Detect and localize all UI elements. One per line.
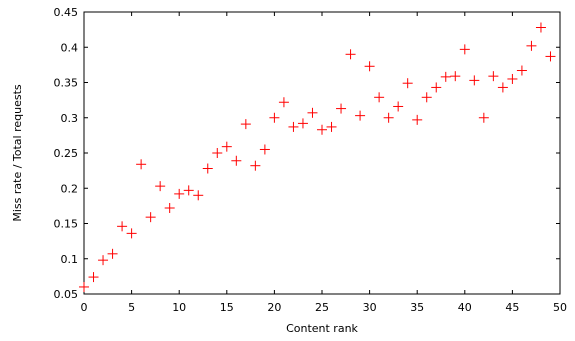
data-point: [459, 44, 470, 55]
x-tick-label: 0: [81, 301, 88, 314]
data-point: [98, 255, 109, 266]
data-point: [250, 160, 261, 171]
x-tick-label: 20: [267, 301, 281, 314]
y-axis-title: Miss rate / Total requests: [11, 84, 24, 222]
data-point: [535, 22, 546, 33]
data-point: [488, 71, 499, 82]
x-axis-title: Content rank: [286, 322, 358, 335]
y-tick-label: 0.45: [54, 6, 79, 19]
x-tick-label: 25: [315, 301, 329, 314]
y-tick-label: 0.3: [61, 112, 79, 125]
data-point: [326, 121, 337, 132]
x-tick-label: 30: [363, 301, 377, 314]
data-point: [136, 159, 147, 170]
plot-area-frame: [83, 11, 561, 295]
data-point: [431, 82, 442, 93]
data-point: [202, 163, 213, 174]
data-point: [126, 228, 137, 239]
data-point: [240, 119, 251, 130]
data-point: [393, 101, 404, 112]
data-point: [507, 73, 518, 84]
data-point: [469, 75, 480, 86]
x-tick-label: 40: [458, 301, 472, 314]
data-point: [402, 78, 413, 89]
data-point: [497, 82, 508, 93]
data-point: [212, 148, 223, 158]
data-point: [336, 103, 347, 114]
data-point: [545, 51, 556, 62]
data-point: [174, 188, 185, 199]
data-point: [288, 121, 299, 132]
data-point: [145, 212, 156, 223]
data-point: [297, 118, 308, 129]
data-point: [317, 124, 327, 135]
y-axis: 0.05 0.1 0.15 0.2 0.25 0.3 0.35 0.4 0.45: [54, 6, 560, 301]
data-point: [79, 281, 89, 292]
data-point: [164, 202, 175, 213]
data-point: [516, 65, 527, 76]
data-point: [107, 248, 118, 259]
data-point: [345, 49, 356, 60]
x-axis: 0 5 10 15 20 25 30 35 40 45 50: [81, 12, 567, 314]
data-point: [231, 155, 242, 166]
data-point: [374, 92, 385, 103]
x-tick-label: 5: [128, 301, 135, 314]
y-tick-label: 0.1: [61, 253, 79, 266]
data-point: [526, 40, 537, 51]
data-point: [307, 107, 318, 118]
data-series: [79, 22, 556, 292]
data-point: [183, 185, 194, 196]
data-point: [259, 144, 270, 155]
data-point: [88, 272, 99, 283]
x-tick-label: 10: [172, 301, 186, 314]
x-tick-label: 35: [410, 301, 424, 314]
data-point: [269, 112, 280, 123]
x-tick-label: 15: [220, 301, 234, 314]
data-point: [440, 71, 451, 82]
data-point: [193, 190, 204, 201]
data-point: [364, 61, 375, 72]
y-tick-label: 0.15: [54, 218, 79, 231]
data-point: [278, 97, 289, 108]
data-point: [221, 141, 232, 152]
data-point: [383, 112, 394, 123]
data-point: [355, 110, 366, 121]
y-tick-label: 0.05: [54, 288, 79, 301]
data-point: [155, 181, 166, 192]
y-tick-label: 0.25: [54, 147, 79, 160]
data-point: [412, 114, 423, 125]
y-tick-label: 0.4: [61, 41, 79, 54]
y-tick-label: 0.35: [54, 77, 79, 90]
data-point: [117, 221, 128, 232]
x-tick-label: 50: [553, 301, 567, 314]
data-point: [450, 71, 461, 82]
x-tick-label: 45: [505, 301, 519, 314]
data-point: [478, 112, 489, 123]
y-tick-label: 0.2: [61, 182, 79, 195]
data-point: [421, 92, 432, 103]
